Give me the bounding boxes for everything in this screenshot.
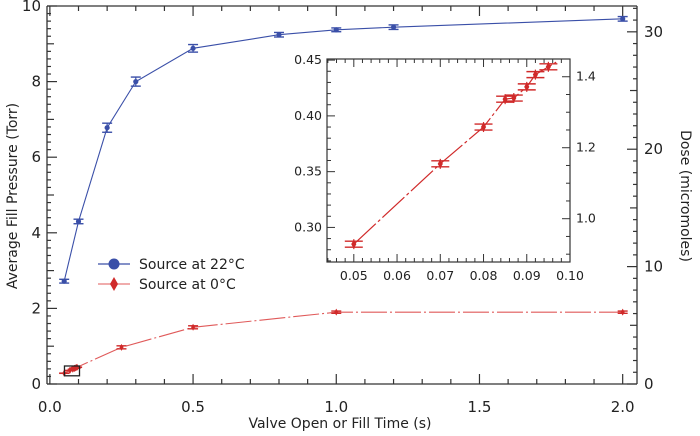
data-point (620, 16, 626, 22)
inset-x-tick-label: 0.06 (383, 268, 411, 283)
data-point (390, 24, 397, 30)
inset-data-point (545, 62, 551, 72)
main-plot-frame (46, 5, 638, 385)
data-point (133, 79, 139, 85)
inset-data-point (502, 94, 508, 104)
x-tick-label: 1.0 (324, 398, 348, 416)
y2-tick-label: 30 (644, 23, 663, 41)
legend: Source at 22°C Source at 0°C (98, 257, 245, 293)
inset-data-point (532, 70, 539, 80)
main-tick-labels: 0.0 0.5 1.0 1.5 2.0 0 2 4 6 8 10 0 10 20 30 (22, 0, 663, 416)
inset-y-tick-label: 0.30 (294, 219, 322, 234)
inset-data-point (511, 93, 517, 103)
legend-item-22c: Source at 22°C (98, 257, 245, 273)
zoom-region-box (63, 365, 81, 377)
x-tick-label: 0.5 (181, 398, 205, 416)
inset-y2-tick-label: 1.0 (576, 211, 596, 226)
inset-data-point (437, 159, 443, 169)
data-point (104, 125, 110, 131)
inset-data-point (524, 82, 530, 92)
legend-label-22c: Source at 22°C (139, 257, 245, 273)
inset-y-tick-label: 0.45 (294, 52, 322, 67)
legend-marker-circle-icon (108, 258, 120, 270)
inset-x-tick-label: 0.08 (470, 268, 498, 283)
inset-y-tick-label: 0.35 (294, 164, 322, 179)
data-point (75, 218, 82, 225)
inset-tick-labels: 0.05 0.06 0.07 0.08 0.09 0.10 0.30 0.35 0.40 0.45… (294, 52, 596, 283)
y-axis-title: Average Fill Pressure (Torr) (5, 103, 21, 289)
main-axis-ticks (47, 5, 637, 385)
inset-chart: 0.05 0.06 0.07 0.08 0.09 0.10 0.30 0.35 0.40 0.45… (294, 52, 596, 283)
data-point (119, 343, 124, 351)
data-point (620, 308, 625, 316)
data-point (61, 278, 67, 284)
inset-data-point (351, 239, 357, 249)
data-point (190, 45, 196, 51)
main-series (59, 15, 628, 377)
legend-marker-diamond-icon (110, 277, 118, 291)
inset-frame (326, 58, 571, 263)
inset-x-tick-label: 0.10 (556, 268, 584, 283)
inset-series (344, 61, 558, 250)
inset-y2-tick-label: 1.4 (576, 69, 596, 84)
inset-x-tick-label: 0.05 (340, 268, 368, 283)
inset-data-point (480, 122, 487, 132)
y2-tick-label: 10 (644, 258, 663, 276)
x-axis-title: Valve Open or Fill Time (s) (248, 416, 431, 432)
y-tick-label: 8 (31, 73, 41, 91)
y2-axis-title: Dose (micromoles) (677, 130, 693, 262)
y-tick-label: 4 (31, 224, 41, 242)
data-point (334, 308, 339, 316)
y-tick-label: 2 (31, 299, 41, 317)
series-line-0c (63, 311, 623, 374)
y2-tick-label: 20 (644, 140, 663, 158)
y2-tick-label: 0 (644, 375, 654, 393)
x-tick-label: 1.5 (468, 398, 492, 416)
y-tick-label: 6 (31, 148, 41, 166)
y-tick-label: 10 (22, 0, 41, 15)
inset-x-tick-label: 0.07 (426, 268, 454, 283)
legend-item-0c: Source at 0°C (98, 277, 236, 293)
x-tick-label: 0.0 (38, 398, 62, 416)
inset-y-tick-label: 0.40 (294, 108, 322, 123)
data-point (191, 323, 196, 331)
inset-y2-tick-label: 1.2 (576, 140, 596, 155)
y-tick-label: 0 (31, 375, 41, 393)
legend-label-0c: Source at 0°C (139, 277, 236, 293)
inset-x-tick-label: 0.09 (513, 268, 541, 283)
data-point (276, 32, 282, 38)
data-point (333, 27, 339, 33)
x-tick-label: 2.0 (611, 398, 635, 416)
